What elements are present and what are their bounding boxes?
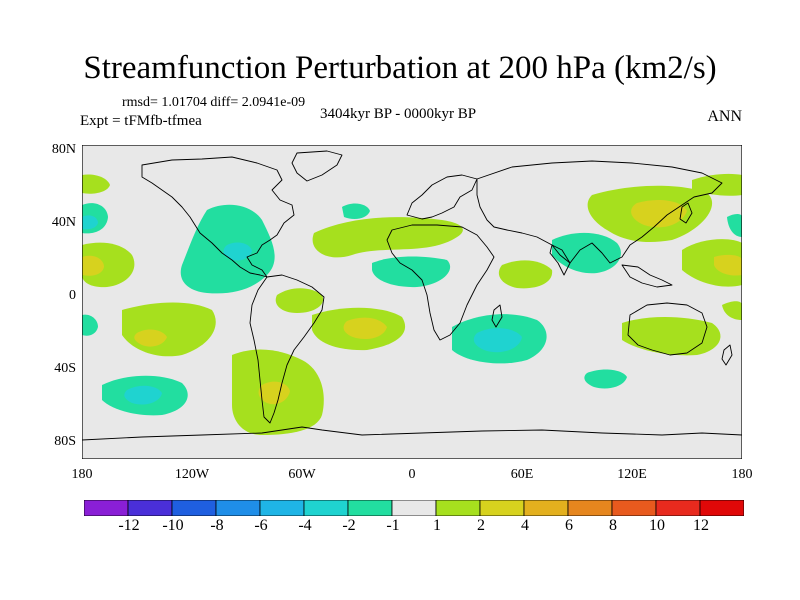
colorbar-cell bbox=[435, 500, 481, 516]
strong-positive-regions bbox=[82, 199, 742, 405]
contour-pos-far-west bbox=[82, 242, 135, 288]
contour-pos-tropical-2 bbox=[498, 260, 553, 289]
colorbar-label: 1 bbox=[433, 517, 441, 534]
contour-pos-bottom-right bbox=[722, 301, 742, 320]
colorbar-cell bbox=[655, 500, 701, 516]
lon-label-0: 0 bbox=[408, 467, 416, 482]
lon-label-180w: 180 bbox=[71, 467, 93, 482]
lat-label-80s: 80S bbox=[54, 434, 76, 449]
experiment-label: Expt = tFMfb-tfmea bbox=[80, 113, 202, 129]
coastline-madagascar bbox=[491, 304, 503, 328]
colorbar-cell bbox=[391, 500, 437, 516]
lat-label-40s: 40S bbox=[54, 361, 76, 376]
period-label: 3404kyr BP - 0000kyr BP bbox=[320, 106, 477, 122]
coastline-antarctica bbox=[82, 426, 742, 441]
contour-neg-east-edge bbox=[727, 214, 742, 237]
contour-pos-east-indian bbox=[622, 317, 721, 356]
world-map bbox=[82, 145, 742, 459]
coastline-asia bbox=[476, 160, 723, 264]
colorbar-cell bbox=[215, 500, 261, 516]
colorbar-label: -4 bbox=[298, 517, 312, 534]
coastline-europe bbox=[406, 174, 478, 220]
colorbar-label: 6 bbox=[565, 517, 573, 534]
colorbar-cell bbox=[611, 500, 657, 516]
contour-pos-top-left bbox=[82, 174, 110, 194]
contour-pos-strong-north-pacific bbox=[631, 199, 687, 228]
contour-neg-southern-ocean bbox=[584, 369, 627, 389]
colorbar-cell bbox=[303, 500, 349, 516]
contour-neg-strong-west-pacific bbox=[82, 215, 98, 230]
colorbar-cell bbox=[127, 500, 173, 516]
colorbar-cell bbox=[347, 500, 393, 516]
contour-pos-tropical-1 bbox=[275, 288, 324, 313]
coastline-australia bbox=[627, 302, 708, 356]
colorbar-cell bbox=[171, 500, 217, 516]
coastline-greenland bbox=[291, 150, 343, 182]
colorbar-label: 10 bbox=[649, 517, 665, 534]
season-label: ANN bbox=[707, 108, 742, 125]
contour-pos-strong-far-west bbox=[82, 255, 104, 276]
colorbar-label: 8 bbox=[609, 517, 617, 534]
colorbar-label: -1 bbox=[386, 517, 400, 534]
coastline-india bbox=[549, 244, 571, 276]
contour-neg-africa bbox=[372, 256, 451, 288]
contour-neg-strong-north-america bbox=[223, 242, 252, 261]
contour-pos-strong-mid-pacific bbox=[134, 329, 167, 347]
lon-label-120w: 120W bbox=[174, 467, 210, 482]
lon-label-60e: 60E bbox=[510, 467, 534, 482]
coastline-southeast-asia bbox=[621, 264, 673, 288]
contour-pos-far-east bbox=[682, 239, 742, 287]
colorbar-label: -10 bbox=[162, 517, 184, 534]
colorbar-cell bbox=[259, 500, 305, 516]
contour-pos-strong-far-east bbox=[714, 254, 742, 276]
colorbar-label: -6 bbox=[254, 517, 268, 534]
colorbar-label: 2 bbox=[477, 517, 485, 534]
colorbar-cell bbox=[84, 500, 129, 516]
contour-neg-west-edge-south bbox=[82, 314, 98, 336]
contour-neg-strong-south-pacific bbox=[124, 385, 162, 405]
lat-label-40n: 40N bbox=[51, 215, 76, 230]
strong-negative-regions bbox=[82, 215, 522, 405]
colorbar-label: 12 bbox=[693, 517, 709, 534]
colorbar-cell bbox=[567, 500, 613, 516]
lon-label-60w: 60W bbox=[288, 467, 316, 482]
lat-label-0: 0 bbox=[69, 288, 76, 303]
contour-pos-north-atlantic bbox=[312, 217, 463, 258]
coastline-japan bbox=[679, 202, 693, 224]
contour-pos-top-right bbox=[692, 173, 742, 196]
colorbar-label: -2 bbox=[342, 517, 356, 534]
contour-neg-strong-indian-ocean bbox=[473, 328, 522, 353]
colorbar bbox=[84, 500, 744, 516]
coastline-south-america bbox=[249, 274, 325, 424]
colorbar-cell bbox=[699, 500, 744, 516]
contour-neg-asia bbox=[552, 232, 621, 274]
lon-label-120e: 120E bbox=[617, 467, 647, 482]
stats-label: rmsd= 1.01704 diff= 2.0941e-09 bbox=[122, 95, 306, 110]
lon-label-180e: 180 bbox=[731, 467, 753, 482]
colorbar-label: -8 bbox=[210, 517, 224, 534]
lat-label-80n: 80N bbox=[51, 142, 76, 157]
contour-pos-strong-south-pacific bbox=[343, 317, 387, 339]
contour-pos-strong-south-america bbox=[258, 381, 290, 405]
plot-title: Streamfunction Perturbation at 200 hPa (… bbox=[83, 50, 717, 86]
colorbar-cell bbox=[523, 500, 569, 516]
colorbar-label: 4 bbox=[521, 517, 529, 534]
coastline-north-america bbox=[141, 156, 295, 278]
contour-neg-north-atlantic-small bbox=[342, 203, 370, 219]
coastline-africa bbox=[386, 224, 495, 341]
colorbar-label: -12 bbox=[118, 517, 140, 534]
coastlines bbox=[82, 150, 742, 441]
colorbar-cell bbox=[479, 500, 525, 516]
coastline-new-zealand bbox=[721, 344, 733, 366]
